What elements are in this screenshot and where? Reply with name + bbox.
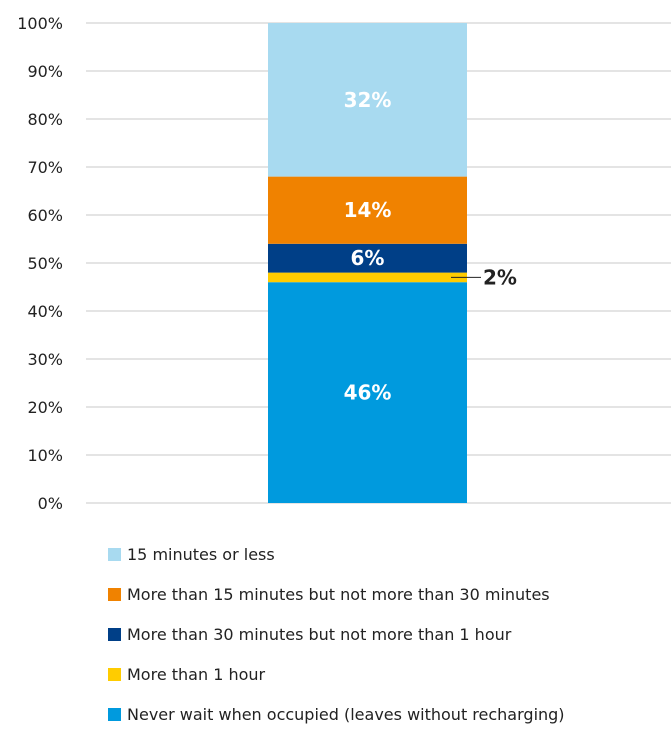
legend-label: More than 1 hour: [127, 664, 266, 684]
segment-value-label: 6%: [351, 246, 385, 270]
y-tick-label: 90%: [27, 62, 63, 81]
stacked-bar-chart: 0% 10% 20% 30% 40% 50% 60% 70% 80% 90% 100% 46% 2% 6…: [17, 14, 671, 513]
legend-swatch: [108, 667, 121, 681]
bar-segment: [268, 243, 467, 273]
y-tick-label: 40%: [27, 302, 63, 321]
y-tick-label: 20%: [27, 398, 63, 417]
y-tick-label: 50%: [27, 254, 63, 273]
y-tick-label: 80%: [27, 110, 63, 129]
segment-value-label: 14%: [344, 198, 392, 222]
y-tick-label: 100%: [17, 14, 63, 33]
segment-value-label: 32%: [344, 88, 392, 112]
legend-item: 15 minutes or less: [108, 534, 565, 574]
y-tick-label: 10%: [27, 446, 63, 465]
bar-segment: [268, 23, 467, 177]
y-tick-label: 70%: [27, 158, 63, 177]
legend-swatch: [108, 547, 121, 561]
segment-value-label: 2%: [483, 265, 517, 289]
legend-swatch: [108, 627, 121, 641]
legend-swatch: [108, 707, 121, 721]
y-tick-label: 0%: [38, 494, 63, 513]
legend: 15 minutes or less More than 15 minutes b…: [108, 534, 565, 734]
legend-item: More than 30 minutes but not more than 1…: [108, 614, 565, 654]
bar-segment: [268, 272, 467, 283]
legend-label: Never wait when occupied (leaves without…: [127, 704, 565, 724]
y-tick-label: 60%: [27, 206, 63, 225]
y-axis-ticks: 0% 10% 20% 30% 40% 50% 60% 70% 80% 90% 100%: [17, 14, 63, 513]
bar-segment: [268, 176, 467, 244]
legend-item: More than 15 minutes but not more than 3…: [108, 574, 565, 614]
segment-value-label: 46%: [344, 381, 392, 405]
legend-label: More than 30 minutes but not more than 1…: [127, 624, 512, 644]
legend-swatch: [108, 587, 121, 601]
y-tick-label: 30%: [27, 350, 63, 369]
bar-segment: [268, 282, 467, 503]
segment-labels: 46% 2% 6% 14% 32%: [344, 88, 517, 405]
legend-item: More than 1 hour: [108, 654, 565, 694]
legend-item: Never wait when occupied (leaves without…: [108, 694, 565, 734]
stacked-bar: [268, 23, 467, 503]
legend-label: 15 minutes or less: [127, 544, 275, 564]
legend-label: More than 15 minutes but not more than 3…: [127, 584, 550, 604]
